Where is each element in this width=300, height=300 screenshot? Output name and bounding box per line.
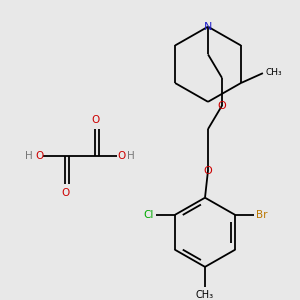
Text: H: H	[25, 151, 33, 161]
Text: CH₃: CH₃	[196, 290, 214, 300]
Text: O: O	[117, 151, 125, 161]
Text: O: O	[91, 115, 99, 124]
Text: CH₃: CH₃	[266, 68, 283, 77]
Text: N: N	[204, 22, 212, 32]
Text: H: H	[127, 151, 135, 161]
Text: Br: Br	[256, 210, 267, 220]
Text: Cl: Cl	[143, 210, 154, 220]
Text: O: O	[35, 151, 43, 161]
Text: O: O	[61, 188, 69, 198]
Text: O: O	[218, 100, 226, 111]
Text: O: O	[204, 166, 212, 176]
